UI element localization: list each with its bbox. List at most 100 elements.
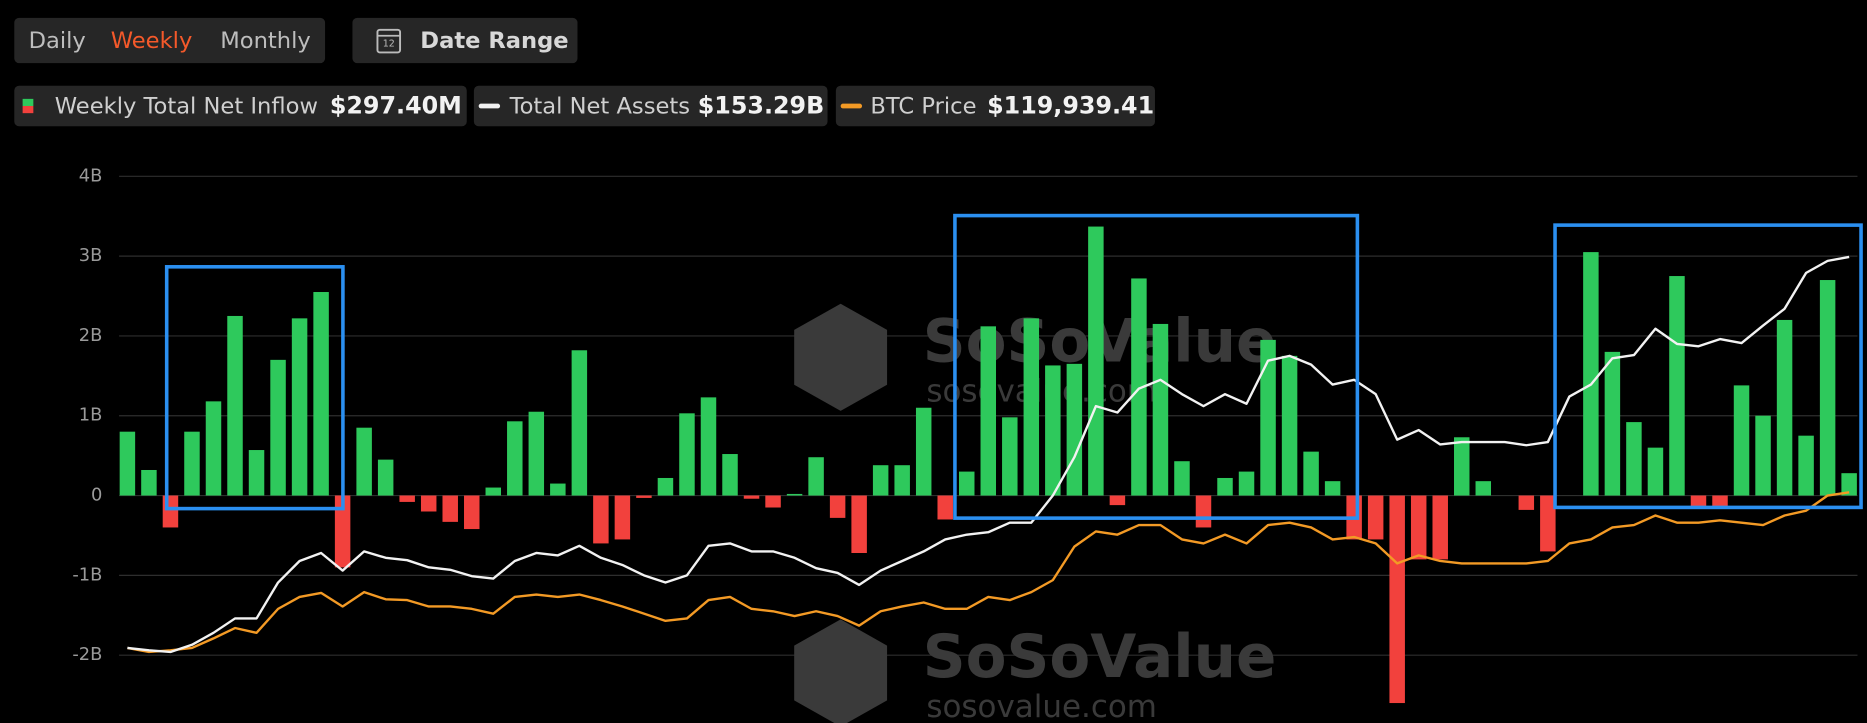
legend-name: Weekly Total Net Inflow (55, 94, 318, 120)
bar (184, 431, 200, 496)
bar (937, 495, 953, 520)
bar (1389, 495, 1405, 704)
bar (270, 359, 286, 496)
tab[interactable]: Weekly (111, 28, 193, 54)
y-tick-label: 2B (79, 325, 103, 346)
bar (1669, 276, 1685, 496)
legend: Weekly Total Net Inflow $297.40M Total Net… (14, 85, 1155, 127)
bar (1238, 471, 1255, 496)
bar (1281, 355, 1298, 496)
calendar-icon-day: 12 (383, 39, 395, 50)
bar (765, 495, 781, 508)
bar (1152, 323, 1169, 496)
bar (1604, 351, 1621, 496)
bar (700, 397, 717, 496)
y-tick-label: -1B (72, 564, 102, 585)
bar (872, 465, 889, 496)
calendar-icon (376, 28, 402, 54)
bar (1841, 473, 1857, 496)
bar (248, 450, 265, 496)
bar (442, 495, 458, 522)
bar (1733, 385, 1750, 496)
bar (636, 495, 652, 498)
bar (593, 495, 609, 544)
bar (1217, 477, 1233, 496)
tab-group (14, 17, 326, 64)
y-tick-label: 3B (79, 245, 103, 266)
bar (1647, 447, 1664, 496)
bar (808, 457, 824, 496)
tab[interactable]: Monthly (220, 28, 311, 54)
bar (1367, 495, 1384, 540)
bar (420, 495, 437, 512)
bar (313, 292, 329, 496)
legend-value: $297.40M (330, 92, 462, 120)
bar (657, 477, 674, 496)
legend-swatch (22, 98, 34, 107)
bar (1755, 415, 1771, 496)
legend-value: $119,939.41 (987, 92, 1154, 120)
bar (980, 326, 997, 496)
bar (829, 495, 846, 518)
bar (1174, 461, 1190, 496)
bar (1626, 422, 1642, 496)
legend-chip[interactable] (473, 85, 828, 127)
bar (1045, 365, 1061, 496)
bar (1798, 435, 1814, 496)
bar (1023, 318, 1040, 496)
bar (334, 495, 351, 568)
bar (1776, 319, 1793, 496)
legend-name: BTC Price (870, 94, 976, 120)
bar (1819, 280, 1836, 496)
bar (915, 407, 932, 496)
watermark-site: sosovalue.com (926, 689, 1157, 723)
line (127, 491, 1850, 654)
watermark-site: sosovalue.com (926, 374, 1157, 410)
bar (743, 495, 760, 499)
bar (1540, 495, 1556, 552)
bar (291, 318, 308, 496)
bar (550, 483, 566, 496)
legend-chip[interactable] (835, 85, 1155, 127)
bar (614, 495, 631, 540)
bar (1324, 481, 1341, 496)
bar (851, 495, 867, 553)
watermark-logo (794, 619, 888, 723)
bar (679, 413, 695, 496)
y-tick-label: 0 (91, 485, 102, 506)
bar (141, 469, 157, 496)
bar (1066, 363, 1083, 496)
bar (227, 315, 243, 496)
highlight-box (1553, 223, 1863, 510)
bar (1260, 339, 1276, 496)
bar (1712, 495, 1728, 508)
bar (1454, 437, 1470, 496)
bar (722, 454, 738, 496)
bar (1583, 252, 1599, 496)
bar (1432, 495, 1448, 560)
bar (464, 495, 480, 530)
legend-chip[interactable] (14, 85, 467, 127)
bar (1410, 495, 1427, 560)
bar (377, 459, 394, 496)
bar (485, 487, 502, 496)
y-tick-label: -2B (72, 644, 102, 665)
bar (959, 471, 975, 496)
tab[interactable]: Daily (29, 28, 86, 54)
bar (571, 350, 588, 496)
bar (1303, 451, 1319, 496)
bar (1518, 495, 1535, 510)
watermark-brand: SoSoValue (923, 623, 1277, 692)
legend-name: Total Net Assets (509, 94, 690, 120)
date-range-button[interactable] (352, 17, 578, 64)
legend-value: $153.29B (698, 92, 825, 120)
date-range-label[interactable]: Date Range (420, 28, 568, 54)
bar (119, 431, 136, 496)
bar (894, 465, 910, 496)
bar (1690, 495, 1707, 508)
line (127, 255, 1850, 654)
bar (1088, 226, 1104, 496)
highlight-box (164, 265, 345, 511)
